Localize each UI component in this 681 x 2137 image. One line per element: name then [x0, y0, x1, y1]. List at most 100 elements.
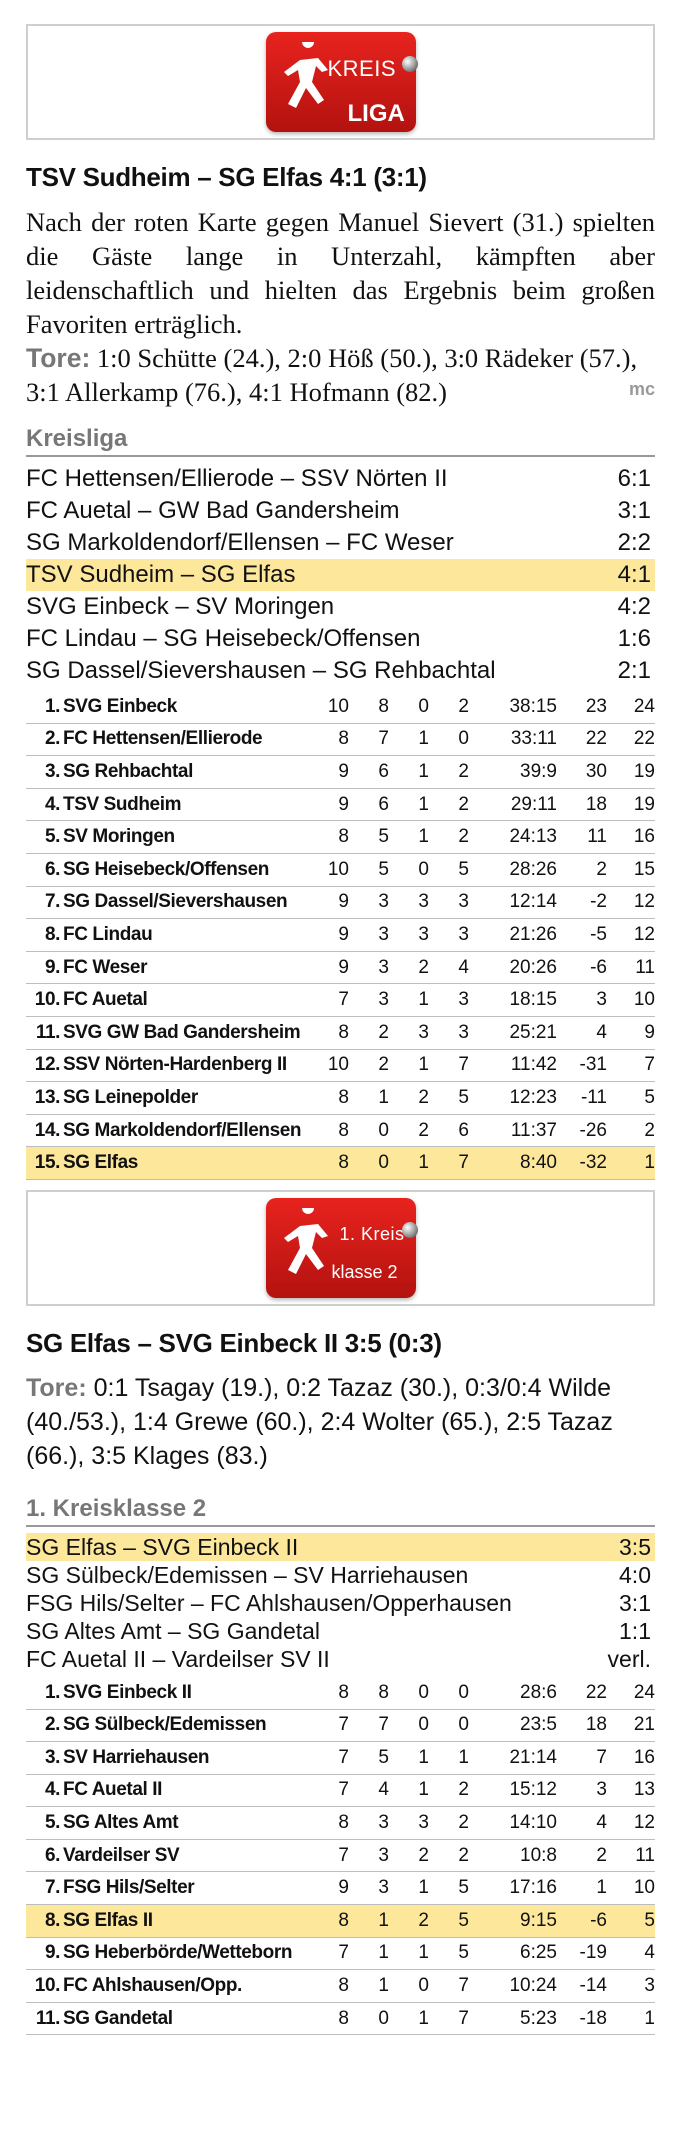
rank: 5. — [44, 826, 60, 848]
rank: 4. — [44, 1779, 60, 1801]
rank: 5. — [44, 1812, 60, 1834]
draws-cell: 2 — [389, 1081, 429, 1115]
table-row: 5. SG Altes Amt 8 3 3 2 14:10 4 12 — [26, 1806, 655, 1840]
match2-goal-list: 0:1 Tsagay (19.), 0:2 Tazaz (30.), 0:3/0… — [26, 1373, 613, 1470]
losses-cell: 2 — [429, 820, 469, 854]
goal-diff-cell: -5 — [557, 918, 607, 952]
draws-cell: 1 — [389, 1774, 429, 1808]
points-cell: 21 — [607, 1709, 655, 1743]
table-row: 7. SG Dassel/Sievershausen 9 3 3 3 12:14 -2 12 — [26, 886, 655, 920]
draws-cell: 1 — [389, 755, 429, 789]
games-cell: 9 — [309, 755, 349, 789]
wins-cell: 7 — [349, 1709, 389, 1743]
losses-cell: 2 — [429, 1774, 469, 1808]
team-name: Vardeilser SV — [63, 1844, 180, 1866]
losses-cell: 0 — [429, 1676, 469, 1710]
goal-ratio-cell: 15:12 — [469, 1774, 557, 1808]
games-cell: 8 — [309, 1969, 349, 2003]
rank: 2. — [44, 1714, 60, 1736]
result-match: FC Lindau – SG Heisebeck/Offensen — [26, 625, 421, 652]
losses-cell: 5 — [429, 1081, 469, 1115]
table-row: 6. SG Heisebeck/Offensen 10 5 0 5 28:26 2 15 — [26, 853, 655, 887]
losses-cell: 3 — [429, 1016, 469, 1050]
result-row: FC Auetal II – Vardeilser SV II verl. — [26, 1645, 655, 1673]
losses-cell: 2 — [429, 691, 469, 724]
result-match: SG Elfas – SVG Einbeck II — [26, 1533, 299, 1560]
result-row: FC Lindau – SG Heisebeck/Offensen 1:6 — [26, 623, 655, 655]
draws-cell: 1 — [389, 983, 429, 1017]
goal-diff-cell: 7 — [557, 1741, 607, 1775]
goal-ratio-cell: 38:15 — [469, 691, 557, 724]
team-name: SVG Einbeck — [63, 695, 177, 717]
goal-ratio-cell: 33:11 — [469, 723, 557, 757]
losses-cell: 0 — [429, 723, 469, 757]
games-cell: 8 — [309, 2002, 349, 2036]
rank: 9. — [44, 956, 60, 978]
ball-icon — [401, 1221, 418, 1238]
wins-cell: 6 — [349, 755, 389, 789]
goal-diff-cell: 2 — [557, 853, 607, 887]
games-cell: 8 — [309, 1146, 349, 1180]
team-name: FC Auetal II — [63, 1779, 163, 1801]
team-name: FC Lindau — [63, 923, 153, 945]
goal-diff-cell: 18 — [557, 1709, 607, 1743]
team-cell: 8. SG Elfas II — [26, 1904, 309, 1938]
team-cell: 8. FC Lindau — [26, 918, 309, 952]
table-row: 4. TSV Sudheim 9 6 1 2 29:11 18 19 — [26, 788, 655, 822]
wins-cell: 3 — [349, 1839, 389, 1873]
result-score: 3:1 — [617, 497, 651, 524]
team-cell: 1. SVG Einbeck — [26, 691, 309, 724]
team-name: FSG Hils/Selter — [63, 1877, 195, 1899]
team-cell: 7. FSG Hils/Selter — [26, 1871, 309, 1906]
rank: 11. — [35, 2007, 61, 2029]
draws-cell: 0 — [389, 691, 429, 724]
games-cell: 7 — [309, 983, 349, 1017]
result-match: FSG Hils/Selter – FC Ahlshausen/Opperhau… — [26, 1589, 512, 1616]
rank: 9. — [44, 1942, 60, 1964]
goal-ratio-cell: 10:24 — [469, 1969, 557, 2003]
draws-cell: 1 — [389, 1049, 429, 1083]
table-row: 10. FC Ahlshausen/Opp. 8 1 0 7 10:24 -14 3 — [26, 1969, 655, 2003]
games-cell: 8 — [309, 1676, 349, 1710]
rank: 4. — [44, 793, 60, 815]
points-cell: 11 — [607, 951, 655, 985]
draws-cell: 2 — [389, 1114, 429, 1148]
losses-cell: 3 — [429, 886, 469, 920]
team-cell: 11. SVG GW Bad Gandersheim — [26, 1016, 309, 1050]
goal-diff-cell: -2 — [557, 886, 607, 920]
wins-cell: 8 — [349, 1676, 389, 1710]
result-match: FC Auetal II – Vardeilser SV II — [26, 1645, 330, 1672]
table-row: 8. FC Lindau 9 3 3 3 21:26 -5 12 — [26, 918, 655, 952]
points-cell: 1 — [607, 1146, 655, 1180]
draws-cell: 0 — [389, 853, 429, 887]
points-cell: 22 — [607, 723, 655, 757]
result-score: 2:2 — [617, 529, 651, 556]
goal-ratio-cell: 5:23 — [469, 2002, 557, 2036]
goal-diff-cell: 3 — [557, 983, 607, 1017]
result-match: SG Dassel/Sievershausen – SG Rehbachtal — [26, 657, 496, 684]
points-cell: 7 — [607, 1049, 655, 1083]
result-row: FSG Hils/Selter – FC Ahlshausen/Opperhau… — [26, 1589, 655, 1617]
goal-ratio-cell: 11:42 — [469, 1049, 557, 1083]
goal-ratio-cell: 11:37 — [469, 1114, 557, 1148]
wins-cell: 1 — [349, 1937, 389, 1971]
draws-cell: 1 — [389, 788, 429, 822]
table-row: 6. Vardeilser SV 7 3 2 2 10:8 2 11 — [26, 1839, 655, 1873]
match1-headline: TSV Sudheim – SG Elfas 4:1 (3:1) — [26, 162, 427, 192]
wins-cell: 2 — [349, 1016, 389, 1050]
team-cell: 4. FC Auetal II — [26, 1774, 309, 1808]
kreisklasse-logo-box: 1. Kreis klasse 2 — [26, 1189, 655, 1306]
wins-cell: 3 — [349, 886, 389, 920]
team-cell: 6. SG Heisebeck/Offensen — [26, 853, 309, 887]
table-row: 3. SG Rehbachtal 9 6 1 2 39:9 30 19 — [26, 755, 655, 789]
page: KREIS LIGA TSV Sudheim – SG Elfas 4:1 (3… — [0, 24, 681, 2036]
result-score: 3:5 — [619, 1533, 651, 1560]
author-initials: mc — [628, 379, 655, 399]
rank: 10. — [34, 1975, 61, 1997]
team-cell: 14. SG Markoldendorf/Ellensen — [26, 1114, 309, 1148]
logo-word-liga: LIGA — [347, 100, 405, 127]
league2-results: SG Elfas – SVG Einbeck II 3:5 SG Sülbeck/E… — [26, 1532, 655, 1673]
wins-cell: 0 — [349, 1146, 389, 1180]
team-name: SVG Einbeck II — [63, 1681, 192, 1703]
team-cell: 6. Vardeilser SV — [26, 1839, 309, 1873]
